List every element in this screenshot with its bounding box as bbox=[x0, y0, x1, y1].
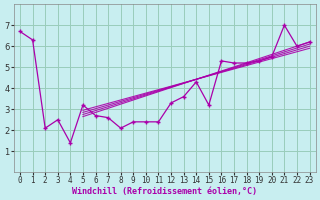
X-axis label: Windchill (Refroidissement éolien,°C): Windchill (Refroidissement éolien,°C) bbox=[72, 187, 257, 196]
